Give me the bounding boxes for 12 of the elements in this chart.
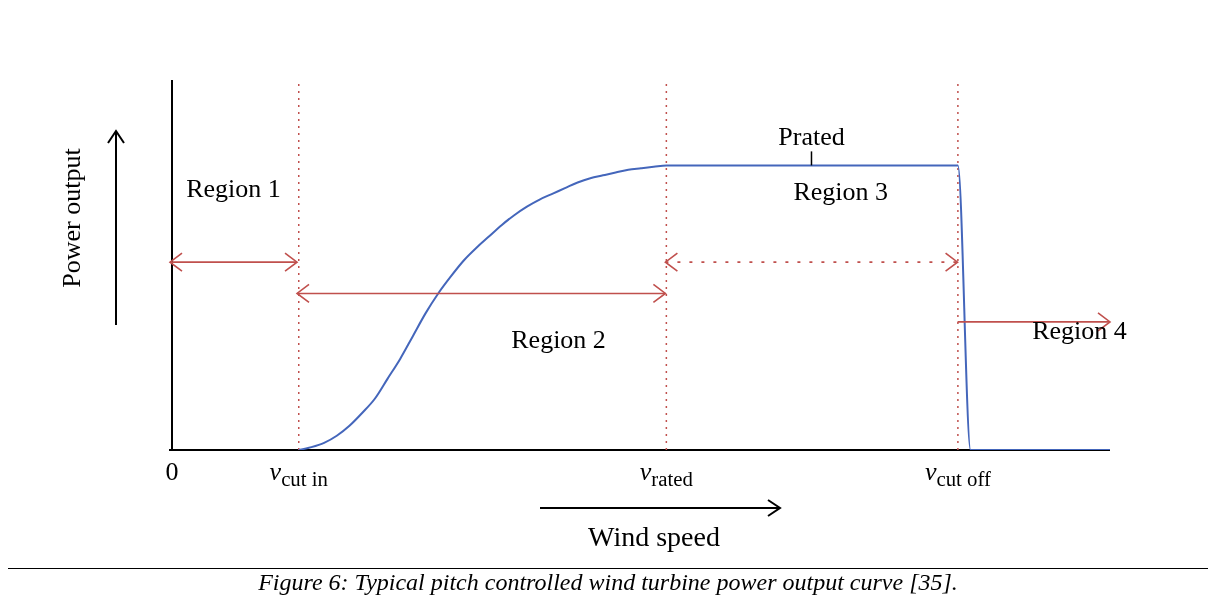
x-axis-title: Wind speed [588,521,720,552]
x-tick-label: v$_{cut in}$ [269,457,329,491]
annotation: Region 3 [793,176,889,206]
x-tick-label: v$_{rated}$ [639,457,694,491]
annotation: Prated [778,122,845,152]
annotation: Region 2 [511,324,606,354]
y-axis-title: Power output [57,147,86,288]
annotation: Region 1 [186,173,281,203]
x-tick-label: v$_{cut off}$ [924,457,991,491]
caption: Figure 6: Typical pitch controlled wind turbine power output curve [35]. [8,568,1208,595]
annotation: Region 4 [1032,316,1127,345]
x-tick-label: 0 [165,457,179,486]
